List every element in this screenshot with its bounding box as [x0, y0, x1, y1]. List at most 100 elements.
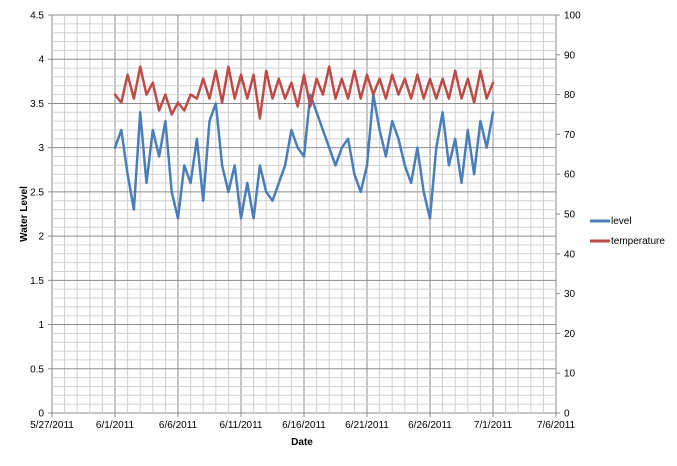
data-point-temperature — [214, 69, 217, 72]
data-point-level — [359, 191, 362, 193]
data-point-level — [145, 182, 148, 184]
data-point-temperature — [265, 69, 268, 72]
y2-tick-label: 20 — [564, 329, 576, 340]
y2-tick-label: 40 — [564, 249, 576, 260]
data-point-level — [454, 137, 457, 140]
data-point-temperature — [315, 77, 318, 80]
data-point-temperature — [454, 69, 457, 72]
data-point-temperature — [322, 93, 324, 96]
data-point-temperature — [403, 77, 406, 80]
data-point-level — [303, 155, 305, 158]
data-point-level — [347, 137, 349, 140]
data-point-level — [120, 129, 123, 131]
data-point-level — [466, 129, 469, 131]
x-tick-label: 6/6/2011 — [159, 420, 198, 431]
data-point-temperature — [183, 109, 186, 112]
data-point-level — [416, 146, 419, 149]
data-point-temperature — [340, 77, 343, 80]
data-point-temperature — [296, 105, 299, 108]
data-point-level — [366, 164, 368, 167]
data-point-level — [214, 102, 217, 105]
data-point-temperature — [120, 101, 123, 104]
data-point-level — [284, 164, 286, 167]
data-point-level — [473, 173, 475, 176]
y2-tick-label: 30 — [564, 289, 576, 300]
y2-tick-label: 70 — [564, 130, 576, 141]
data-point-level — [265, 191, 268, 193]
data-point-level — [114, 146, 116, 149]
data-point-temperature — [429, 77, 431, 80]
data-point-level — [158, 155, 161, 158]
data-point-temperature — [448, 97, 450, 100]
data-point-level — [309, 93, 312, 96]
x-tick-label: 6/1/2011 — [96, 420, 135, 431]
data-point-temperature — [259, 117, 261, 120]
x-tick-label: 7/6/2011 — [537, 420, 576, 431]
data-point-temperature — [221, 101, 224, 104]
y-tick-label: 2.5 — [30, 187, 44, 198]
data-point-level — [334, 164, 337, 167]
y-tick-label: 1.5 — [30, 276, 44, 287]
data-point-level — [479, 120, 482, 122]
data-point-level — [435, 146, 438, 149]
x-tick-label: 6/26/2011 — [408, 420, 452, 431]
y-tick-label: 0.5 — [30, 364, 44, 375]
data-point-level — [448, 164, 450, 167]
data-point-temperature — [460, 97, 463, 100]
data-point-level — [403, 164, 406, 167]
data-point-temperature — [145, 93, 148, 96]
data-point-temperature — [391, 73, 394, 76]
data-point-level — [290, 129, 293, 131]
data-point-temperature — [284, 97, 286, 100]
data-point-temperature — [416, 73, 419, 76]
data-point-temperature — [271, 97, 274, 100]
data-point-temperature — [435, 97, 438, 100]
x-tick-label: 6/16/2011 — [282, 420, 326, 431]
data-point-temperature — [240, 73, 242, 76]
y2-tick-label: 100 — [564, 11, 581, 22]
data-point-temperature — [385, 97, 387, 100]
data-point-level — [139, 111, 142, 114]
data-point-temperature — [208, 97, 211, 100]
data-point-level — [126, 173, 129, 176]
data-point-temperature — [196, 97, 198, 100]
data-point-temperature — [158, 109, 161, 112]
data-point-level — [441, 111, 444, 114]
data-point-level — [133, 208, 135, 211]
y-axis-title: Water Level — [19, 186, 30, 242]
data-point-level — [422, 191, 425, 193]
data-point-temperature — [252, 73, 255, 76]
y-tick-label: 4 — [38, 55, 44, 66]
data-point-temperature — [473, 101, 475, 104]
data-point-level — [492, 111, 494, 114]
data-point-level — [391, 120, 394, 122]
data-point-temperature — [492, 81, 494, 84]
data-point-level — [151, 129, 154, 131]
y2-tick-label: 50 — [564, 210, 576, 221]
data-point-temperature — [378, 77, 381, 80]
legend-label-temperature: temperature — [611, 236, 665, 247]
data-point-temperature — [227, 65, 230, 68]
data-point-temperature — [479, 69, 482, 72]
data-point-level — [429, 217, 431, 220]
x-axis-title: Date — [291, 437, 313, 448]
data-point-temperature — [290, 81, 293, 84]
y-tick-label: 3.5 — [30, 99, 44, 110]
data-point-level — [164, 120, 167, 122]
y-tick-label: 2 — [38, 232, 44, 243]
legend-label-level: level — [611, 216, 632, 227]
data-point-level — [296, 146, 299, 149]
data-point-temperature — [485, 97, 488, 100]
data-point-level — [340, 146, 343, 149]
data-point-temperature — [334, 97, 337, 100]
series-layer — [113, 65, 495, 220]
data-point-temperature — [139, 65, 142, 68]
data-point-level — [177, 217, 179, 220]
y-tick-label: 3 — [38, 143, 44, 154]
data-point-level — [328, 146, 331, 149]
data-point-temperature — [114, 93, 116, 96]
data-point-temperature — [233, 97, 236, 100]
data-point-temperature — [353, 69, 356, 72]
